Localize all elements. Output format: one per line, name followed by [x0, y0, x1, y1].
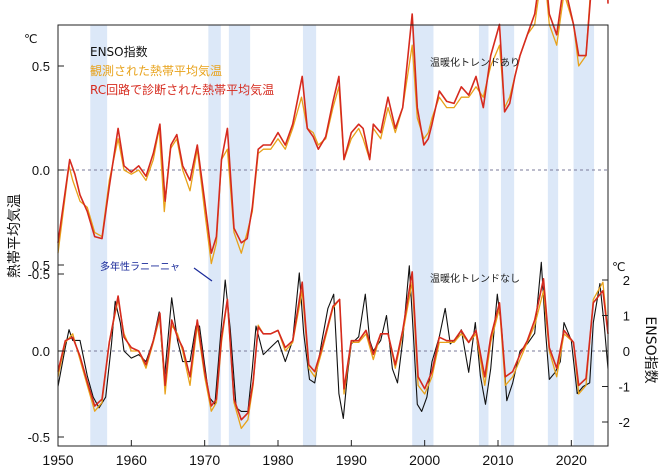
- right-axis-label: ENSO指数: [642, 316, 658, 383]
- upper-panel-note: 温暖化トレンドあり: [430, 56, 520, 69]
- y-left-upper-tick-label: -0.5: [28, 267, 50, 282]
- shaded-period-4: [412, 25, 434, 446]
- legend-item-rc-circuit: RC回路で診断された熱帯平均気温: [90, 82, 274, 97]
- right-unit: ℃: [612, 260, 625, 274]
- shaded-period-6: [500, 25, 515, 446]
- x-tick-label: 2010: [482, 452, 513, 468]
- shaded-period-8: [573, 25, 595, 446]
- x-tick-label: 2000: [409, 452, 440, 468]
- y-left-lower-tick-label: 0.0: [32, 344, 50, 359]
- shaded-period-0: [90, 25, 108, 446]
- lower-panel-note: 温暖化トレンドなし: [430, 272, 520, 285]
- plot-frame: [57, 24, 609, 447]
- x-tick-label: 1950: [42, 452, 73, 468]
- y-right-tick-label: 1: [623, 309, 630, 324]
- y-left-upper-tick-label: 0.0: [32, 163, 50, 178]
- legend-item-enso: ENSO指数: [90, 44, 148, 59]
- legend-item-observed: 観測された熱帯平均気温: [90, 63, 222, 78]
- left-axis-label: 熱帯平均気温: [7, 194, 23, 278]
- x-tick-label: 1990: [336, 452, 367, 468]
- x-tick-label: 2020: [556, 452, 587, 468]
- y-right-tick-label: -2: [618, 415, 630, 430]
- shaded-periods: [90, 25, 595, 446]
- left-unit: ℃: [24, 32, 37, 46]
- x-tick-label: 1980: [262, 452, 293, 468]
- annotation-pointer: [193, 267, 213, 282]
- y-right-tick-label: 0: [623, 344, 630, 359]
- x-tick-label: 1970: [189, 452, 220, 468]
- y-left-lower-tick-label: 0.5: [32, 258, 50, 273]
- zero-lines: [58, 169, 608, 352]
- x-tick-label: 1960: [116, 452, 147, 468]
- y-right-tick-label: 2: [623, 273, 630, 288]
- multi-year-la-nina-annotation: 多年性ラニーニャ: [100, 260, 213, 282]
- shaded-period-2: [228, 25, 251, 446]
- y-right-tick-label: -1: [618, 380, 630, 395]
- series-line-4: [57, 271, 609, 421]
- shaded-period-7: [547, 25, 559, 446]
- y-left-lower-tick-label: -0.5: [28, 430, 50, 445]
- x-axis-ticks: 1950 1960 1970 1980 1990 2000 2010 2020: [42, 440, 587, 468]
- series-layer: [57, 0, 609, 430]
- shaded-period-5: [478, 25, 489, 446]
- legend: ENSO指数 観測された熱帯平均気温 RC回路で診断された熱帯平均気温: [90, 44, 274, 97]
- annotation-text: 多年性ラニーニャ: [100, 260, 180, 273]
- series-line-2: [57, 0, 609, 254]
- shaded-period-1: [208, 25, 221, 446]
- series-line-0: [57, 261, 609, 419]
- y-left-upper-tick-label: 0.5: [32, 59, 50, 74]
